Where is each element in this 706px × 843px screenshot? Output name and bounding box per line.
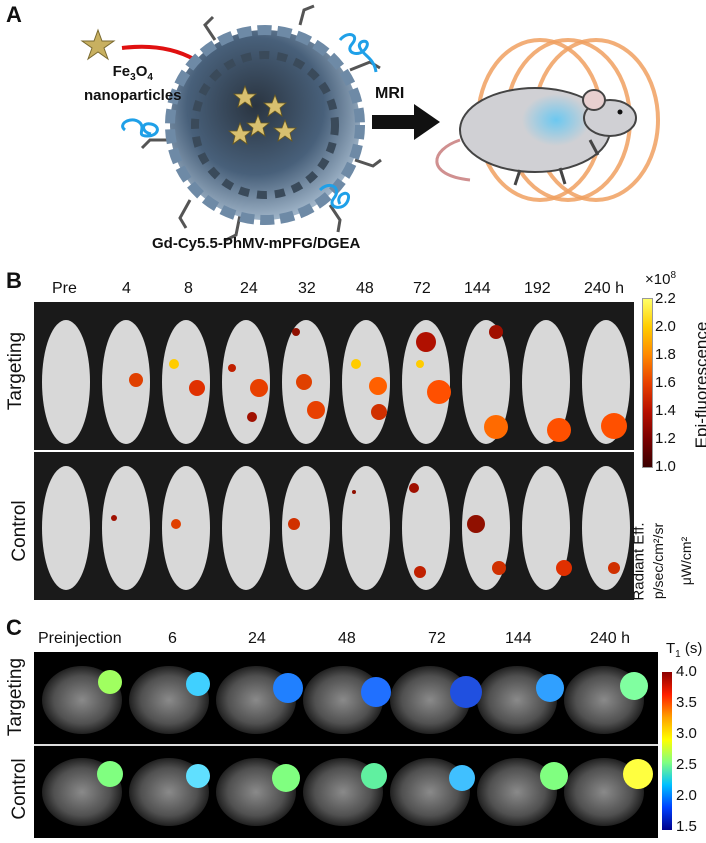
mri-slices (34, 666, 658, 826)
fluor-unit-line2: p/sec/cm²/sr (650, 522, 666, 600)
fluorescence-strip-control (34, 452, 634, 600)
panel-b-timepoints: Pre 4 8 24 32 48 72 144 192 240 h (0, 280, 640, 302)
timepoint-label: 192 (524, 280, 551, 297)
fluor-colorbar-title: Epi-fluorescence (692, 321, 706, 449)
mri-row-label-targeting: Targeting (5, 657, 26, 737)
t1-tick: 1.5 (676, 818, 697, 835)
t1-tick: 4.0 (676, 663, 697, 680)
targeting-mice (42, 320, 630, 444)
t1-tick: 2.0 (676, 787, 697, 804)
timepoint-label: 48 (338, 630, 356, 647)
inner-stars (227, 84, 298, 145)
fluorescence-strip-targeting (34, 302, 634, 450)
timepoint-label: 144 (464, 280, 491, 297)
t1-tick: 3.0 (676, 725, 697, 742)
timepoint-label: 24 (248, 630, 266, 647)
t1-colorbar-title: T1 (s) (666, 640, 703, 660)
timepoint-label: 144 (505, 630, 532, 647)
fluor-tick: 2.0 (655, 318, 676, 335)
mri-row-label-control: Control (9, 758, 30, 820)
panel-a-illustration (80, 4, 660, 243)
timepoint-label: 32 (298, 280, 316, 297)
timepoint-label: 24 (240, 280, 258, 297)
timepoint-label: 4 (122, 280, 131, 297)
mri-arrow-shaft (372, 115, 414, 129)
fluor-tick: 1.4 (655, 402, 676, 419)
particle-label: Fe3O4 nanoparticles (84, 63, 182, 104)
timepoint-label: 240 h (590, 630, 631, 647)
row-label-control: Control (9, 500, 30, 562)
fluor-tick: 1.6 (655, 374, 676, 391)
mri-arrow-head (414, 104, 440, 140)
fluor-tick: 1.0 (655, 458, 676, 475)
panel-b-letter: B (6, 268, 22, 293)
t1-colorbar (662, 672, 672, 830)
t1-tick: 2.5 (676, 756, 697, 773)
star-icon (80, 28, 116, 61)
row-label-targeting: Targeting (5, 331, 26, 411)
timepoint-label: 72 (428, 630, 446, 647)
panel-c-timepoints: Preinjection 6 24 48 72 144 240 h (0, 630, 650, 652)
fluor-unit-line1: Radiant Eff. (630, 522, 648, 601)
fluorescence-hotspots-control (111, 483, 620, 578)
timepoint-label: 8 (184, 280, 193, 297)
timepoint-label: 240 h (584, 280, 625, 297)
timepoint-label: 48 (356, 280, 374, 297)
t1-colorbar-ticks: 4.0 3.5 3.0 2.5 2.0 1.5 (676, 663, 704, 843)
tumor-overlays (97, 670, 653, 792)
mri-label: MRI (375, 85, 405, 102)
mri-grid (34, 652, 658, 838)
fluor-unit-line3: μW/cm² (678, 536, 694, 586)
timepoint-label: 6 (168, 630, 177, 647)
panel-a-letter: A (6, 2, 22, 27)
fluor-tick: 2.2 (655, 290, 676, 307)
fluor-colorbar-ticks: 2.2 2.0 1.8 1.6 1.4 1.2 1.0 (655, 290, 681, 480)
fluor-colorbar (642, 298, 653, 468)
peptide-ligands (121, 33, 378, 209)
fluor-colorbar-exponent: ×108 (645, 270, 677, 288)
t1-tick: 3.5 (676, 694, 697, 711)
control-mice (42, 466, 630, 590)
mouse-illustration (435, 38, 660, 202)
fluor-tick: 1.2 (655, 430, 676, 447)
fluor-tick: 1.8 (655, 346, 676, 363)
timepoint-label: Pre (52, 280, 77, 297)
panel-c-letter: C (6, 615, 22, 640)
particle-caption: Gd-Cy5.5-PhMV-mPFG/DGEA (152, 235, 361, 252)
timepoint-label: 72 (413, 280, 431, 297)
timepoint-label: Preinjection (38, 630, 122, 647)
fluorescence-hotspots (129, 325, 627, 442)
polymer-tails (140, 4, 382, 243)
